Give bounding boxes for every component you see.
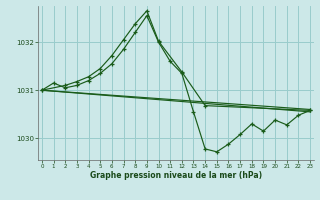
X-axis label: Graphe pression niveau de la mer (hPa): Graphe pression niveau de la mer (hPa): [90, 171, 262, 180]
